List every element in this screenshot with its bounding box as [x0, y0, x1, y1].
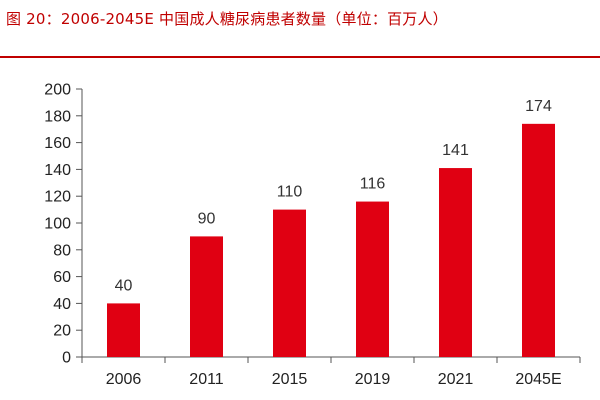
y-tick-label: 80 — [53, 242, 71, 259]
bar — [522, 123, 555, 357]
bars — [107, 123, 555, 357]
y-tick-label: 0 — [62, 350, 71, 367]
bar-value-label: 174 — [525, 98, 552, 115]
y-tick-label: 40 — [53, 296, 71, 313]
y-tick-label: 100 — [44, 216, 71, 233]
title-divider — [0, 56, 600, 58]
bar-value-label: 40 — [115, 277, 133, 294]
bar-value-label: 110 — [277, 184, 303, 201]
x-tick-label: 2015 — [272, 371, 308, 388]
y-tick-label: 200 — [44, 82, 71, 99]
y-tick-label: 60 — [53, 269, 71, 286]
y-tick-label: 140 — [44, 162, 71, 179]
bar — [107, 303, 140, 357]
bar — [273, 209, 306, 357]
y-tick-label: 160 — [44, 135, 71, 152]
bar-value-label: 90 — [198, 210, 216, 227]
value-labels: 40 90 110 116 141 174 — [115, 98, 552, 295]
x-tick-label: 2011 — [189, 371, 224, 388]
x-tick-label: 2019 — [355, 371, 391, 388]
y-tick-label: 120 — [44, 189, 71, 206]
bar — [439, 168, 472, 357]
x-tick-label: 2045E — [515, 371, 561, 388]
bar — [356, 201, 389, 357]
bar-value-label: 116 — [360, 176, 386, 193]
x-axis: 2006 2011 2015 2019 2021 2045E — [81, 356, 581, 388]
y-axis: 0 20 40 60 80 100 120 140 160 180 200 — [44, 82, 83, 367]
chart-title: 图 20：2006-2045E 中国成人糖尿病患者数量（单位：百万人） — [6, 10, 448, 28]
y-tick-label: 20 — [53, 323, 71, 340]
x-tick-label: 2006 — [106, 371, 142, 388]
y-tick-label: 180 — [44, 108, 71, 125]
bar-value-label: 141 — [442, 142, 469, 159]
x-tick-label: 2021 — [438, 371, 474, 388]
bar — [190, 236, 223, 357]
